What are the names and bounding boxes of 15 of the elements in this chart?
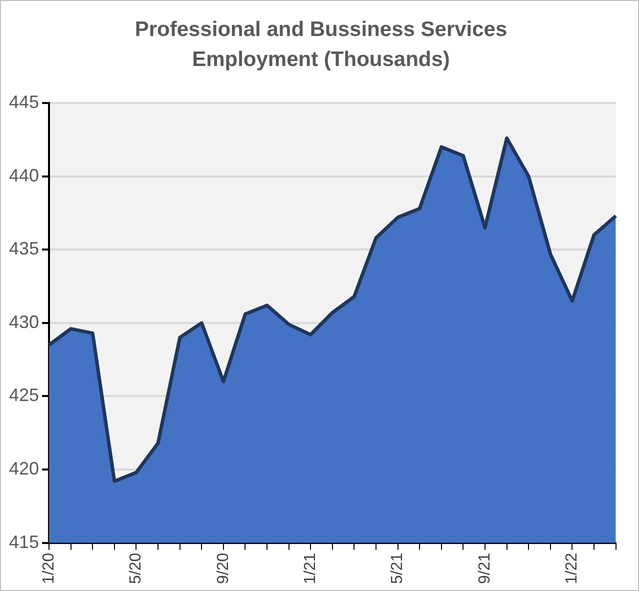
- y-tick-label: 430: [8, 312, 40, 332]
- x-tick-label: 9/21: [476, 552, 494, 584]
- x-tick-label: 1/21: [302, 552, 320, 584]
- y-tick-label: 440: [8, 165, 40, 186]
- x-tick-label: 5/20: [128, 552, 145, 584]
- x-tick-label: 1/22: [564, 552, 581, 584]
- x-tick-label: 5/21: [389, 552, 406, 584]
- chart-title: Professional and Bussiness Services Employment (Thousands): [134, 17, 508, 73]
- y-tick-label: 435: [8, 238, 40, 259]
- y-tick-label: 445: [8, 92, 40, 112]
- y-tick-label: 415: [8, 532, 40, 552]
- y-tick-label: 420: [8, 458, 40, 479]
- x-tick-label: 1/20: [40, 552, 58, 584]
- x-tick-label: 9/20: [214, 552, 232, 584]
- y-tick-label: 425: [8, 385, 40, 406]
